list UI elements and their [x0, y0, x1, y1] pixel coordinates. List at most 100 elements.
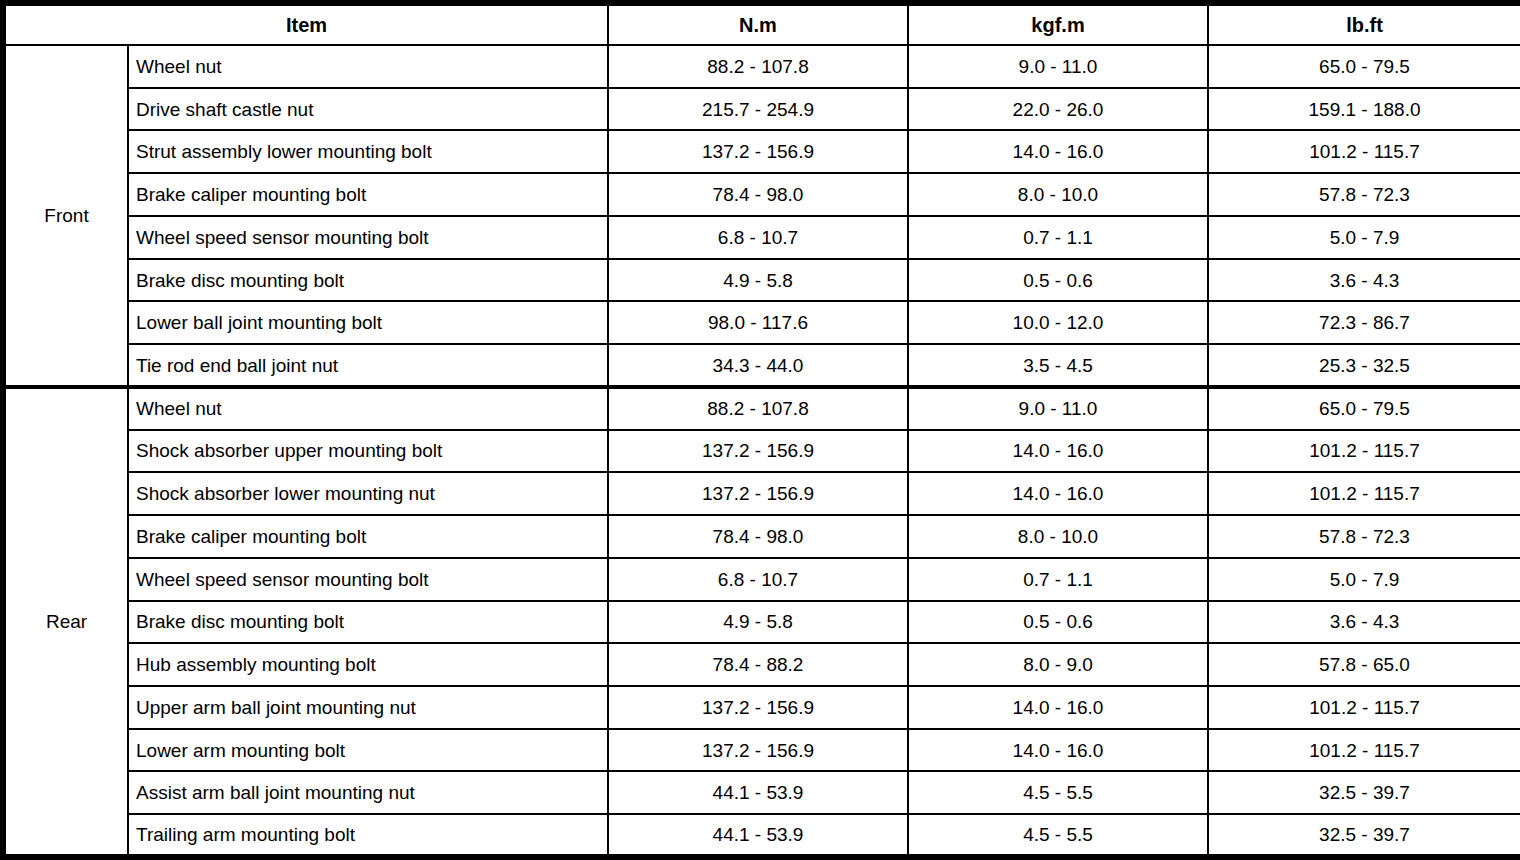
value-kgfm: 0.7 - 1.1: [908, 558, 1208, 601]
table-row: Rear Wheel nut 88.2 - 107.8 9.0 - 11.0 6…: [3, 387, 1520, 430]
item-name: Shock absorber upper mounting bolt: [128, 430, 608, 473]
table-row: Wheel speed sensor mounting bolt 6.8 - 1…: [3, 558, 1520, 601]
value-kgfm: 9.0 - 11.0: [908, 45, 1208, 88]
table-row: Shock absorber lower mounting nut 137.2 …: [3, 472, 1520, 515]
value-lbft: 65.0 - 79.5: [1208, 45, 1520, 88]
table-row: Brake disc mounting bolt 4.9 - 5.8 0.5 -…: [3, 259, 1520, 302]
table-row: Strut assembly lower mounting bolt 137.2…: [3, 130, 1520, 173]
item-name: Wheel nut: [128, 387, 608, 430]
value-kgfm: 4.5 - 5.5: [908, 814, 1208, 857]
value-kgfm: 14.0 - 16.0: [908, 472, 1208, 515]
value-nm: 44.1 - 53.9: [608, 814, 908, 857]
value-nm: 78.4 - 88.2: [608, 643, 908, 686]
value-kgfm: 14.0 - 16.0: [908, 729, 1208, 772]
value-kgfm: 0.5 - 0.6: [908, 259, 1208, 302]
value-nm: 137.2 - 156.9: [608, 130, 908, 173]
value-nm: 88.2 - 107.8: [608, 387, 908, 430]
value-lbft: 101.2 - 115.7: [1208, 686, 1520, 729]
column-header-nm: N.m: [608, 3, 908, 45]
value-lbft: 32.5 - 39.7: [1208, 771, 1520, 814]
column-header-item: Item: [3, 3, 608, 45]
table-row: Assist arm ball joint mounting nut 44.1 …: [3, 771, 1520, 814]
table-row: Trailing arm mounting bolt 44.1 - 53.9 4…: [3, 814, 1520, 857]
value-kgfm: 14.0 - 16.0: [908, 686, 1208, 729]
table-row: Drive shaft castle nut 215.7 - 254.9 22.…: [3, 88, 1520, 131]
item-name: Tie rod end ball joint nut: [128, 344, 608, 387]
value-kgfm: 8.0 - 10.0: [908, 515, 1208, 558]
value-kgfm: 8.0 - 9.0: [908, 643, 1208, 686]
item-name: Lower arm mounting bolt: [128, 729, 608, 772]
value-lbft: 5.0 - 7.9: [1208, 558, 1520, 601]
value-kgfm: 9.0 - 11.0: [908, 387, 1208, 430]
item-name: Assist arm ball joint mounting nut: [128, 771, 608, 814]
value-lbft: 72.3 - 86.7: [1208, 301, 1520, 344]
value-nm: 4.9 - 5.8: [608, 259, 908, 302]
item-name: Wheel speed sensor mounting bolt: [128, 216, 608, 259]
value-nm: 137.2 - 156.9: [608, 729, 908, 772]
section-label-rear: Rear: [3, 387, 128, 857]
value-nm: 34.3 - 44.0: [608, 344, 908, 387]
value-lbft: 101.2 - 115.7: [1208, 130, 1520, 173]
value-lbft: 101.2 - 115.7: [1208, 430, 1520, 473]
value-nm: 88.2 - 107.8: [608, 45, 908, 88]
value-lbft: 159.1 - 188.0: [1208, 88, 1520, 131]
value-nm: 78.4 - 98.0: [608, 515, 908, 558]
table-row: Lower arm mounting bolt 137.2 - 156.9 14…: [3, 729, 1520, 772]
item-name: Wheel nut: [128, 45, 608, 88]
column-header-lbft: lb.ft: [1208, 3, 1520, 45]
item-name: Drive shaft castle nut: [128, 88, 608, 131]
value-nm: 137.2 - 156.9: [608, 430, 908, 473]
value-kgfm: 0.5 - 0.6: [908, 601, 1208, 644]
table-row: Brake caliper mounting bolt 78.4 - 98.0 …: [3, 515, 1520, 558]
table-row: Shock absorber upper mounting bolt 137.2…: [3, 430, 1520, 473]
value-kgfm: 14.0 - 16.0: [908, 130, 1208, 173]
value-kgfm: 4.5 - 5.5: [908, 771, 1208, 814]
item-name: Upper arm ball joint mounting nut: [128, 686, 608, 729]
value-kgfm: 14.0 - 16.0: [908, 430, 1208, 473]
value-kgfm: 22.0 - 26.0: [908, 88, 1208, 131]
value-nm: 78.4 - 98.0: [608, 173, 908, 216]
value-lbft: 3.6 - 4.3: [1208, 601, 1520, 644]
torque-spec-table: Item N.m kgf.m lb.ft Front Wheel nut 88.…: [0, 0, 1520, 860]
value-lbft: 3.6 - 4.3: [1208, 259, 1520, 302]
value-lbft: 25.3 - 32.5: [1208, 344, 1520, 387]
value-kgfm: 0.7 - 1.1: [908, 216, 1208, 259]
value-nm: 6.8 - 10.7: [608, 216, 908, 259]
item-name: Brake disc mounting bolt: [128, 259, 608, 302]
value-kgfm: 10.0 - 12.0: [908, 301, 1208, 344]
value-lbft: 57.8 - 72.3: [1208, 173, 1520, 216]
value-nm: 4.9 - 5.8: [608, 601, 908, 644]
item-name: Wheel speed sensor mounting bolt: [128, 558, 608, 601]
value-nm: 137.2 - 156.9: [608, 472, 908, 515]
value-nm: 98.0 - 117.6: [608, 301, 908, 344]
table-row: Wheel speed sensor mounting bolt 6.8 - 1…: [3, 216, 1520, 259]
value-lbft: 101.2 - 115.7: [1208, 729, 1520, 772]
value-nm: 6.8 - 10.7: [608, 558, 908, 601]
value-nm: 137.2 - 156.9: [608, 686, 908, 729]
table-row: Brake disc mounting bolt 4.9 - 5.8 0.5 -…: [3, 601, 1520, 644]
item-name: Shock absorber lower mounting nut: [128, 472, 608, 515]
table-row: Hub assembly mounting bolt 78.4 - 88.2 8…: [3, 643, 1520, 686]
table-row: Lower ball joint mounting bolt 98.0 - 11…: [3, 301, 1520, 344]
table-row: Brake caliper mounting bolt 78.4 - 98.0 …: [3, 173, 1520, 216]
item-name: Strut assembly lower mounting bolt: [128, 130, 608, 173]
value-lbft: 65.0 - 79.5: [1208, 387, 1520, 430]
value-lbft: 32.5 - 39.7: [1208, 814, 1520, 857]
value-nm: 215.7 - 254.9: [608, 88, 908, 131]
value-lbft: 101.2 - 115.7: [1208, 472, 1520, 515]
header-row: Item N.m kgf.m lb.ft: [3, 3, 1520, 45]
value-lbft: 57.8 - 72.3: [1208, 515, 1520, 558]
table-row: Upper arm ball joint mounting nut 137.2 …: [3, 686, 1520, 729]
item-name: Hub assembly mounting bolt: [128, 643, 608, 686]
item-name: Brake caliper mounting bolt: [128, 173, 608, 216]
item-name: Trailing arm mounting bolt: [128, 814, 608, 857]
value-lbft: 57.8 - 65.0: [1208, 643, 1520, 686]
item-name: Lower ball joint mounting bolt: [128, 301, 608, 344]
table-row: Front Wheel nut 88.2 - 107.8 9.0 - 11.0 …: [3, 45, 1520, 88]
value-lbft: 5.0 - 7.9: [1208, 216, 1520, 259]
value-kgfm: 3.5 - 4.5: [908, 344, 1208, 387]
section-label-front: Front: [3, 45, 128, 387]
item-name: Brake disc mounting bolt: [128, 601, 608, 644]
item-name: Brake caliper mounting bolt: [128, 515, 608, 558]
value-nm: 44.1 - 53.9: [608, 771, 908, 814]
